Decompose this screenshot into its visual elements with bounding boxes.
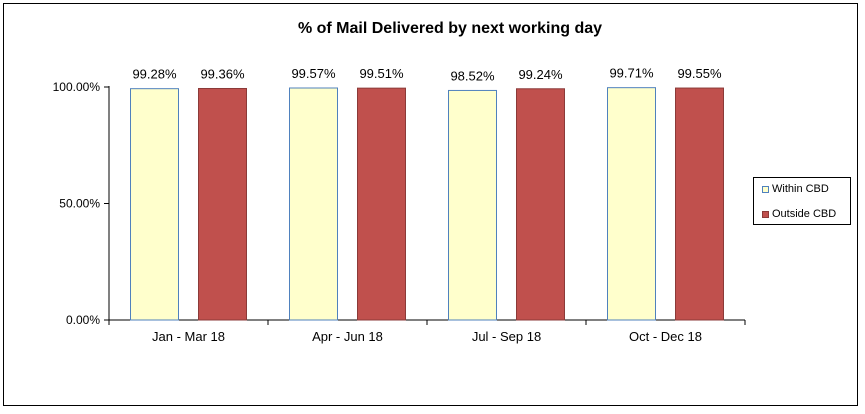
y-tick-label: 0.00% <box>66 313 100 327</box>
bar <box>607 87 656 321</box>
x-tick-label: Apr - Jun 18 <box>312 329 383 344</box>
bar <box>130 88 179 321</box>
bar <box>675 87 724 321</box>
legend-swatch-within-cbd <box>762 185 769 193</box>
data-label: 98.52% <box>450 68 495 83</box>
legend-label-outside-cbd: Outside CBD <box>772 208 837 220</box>
bar <box>448 89 497 321</box>
legend-swatch-outside-cbd <box>762 210 769 218</box>
data-label: 99.24% <box>518 67 563 82</box>
bar <box>289 87 338 321</box>
x-tick-label: Jul - Sep 18 <box>472 329 541 344</box>
legend-label-within-cbd: Within CBD <box>772 183 829 195</box>
chart-title: % of Mail Delivered by next working day <box>297 20 603 37</box>
data-label: 99.51% <box>359 66 404 81</box>
bar <box>357 87 406 321</box>
x-tick-label: Oct - Dec 18 <box>629 329 702 344</box>
data-label: 99.57% <box>291 66 336 81</box>
data-label: 99.55% <box>677 66 722 81</box>
bar <box>198 87 247 321</box>
data-label: 99.36% <box>200 66 245 81</box>
y-tick-label: 100.00% <box>53 80 101 94</box>
legend: Within CBD Outside CBD <box>753 177 851 225</box>
x-tick-label: Jan - Mar 18 <box>152 329 225 344</box>
legend-item-within-cbd: Within CBD <box>762 183 829 195</box>
y-tick-label: 50.00% <box>59 197 100 211</box>
data-label: 99.71% <box>609 66 654 81</box>
data-label: 99.28% <box>132 67 177 82</box>
bar <box>516 88 565 321</box>
legend-item-outside-cbd: Outside CBD <box>762 208 836 220</box>
